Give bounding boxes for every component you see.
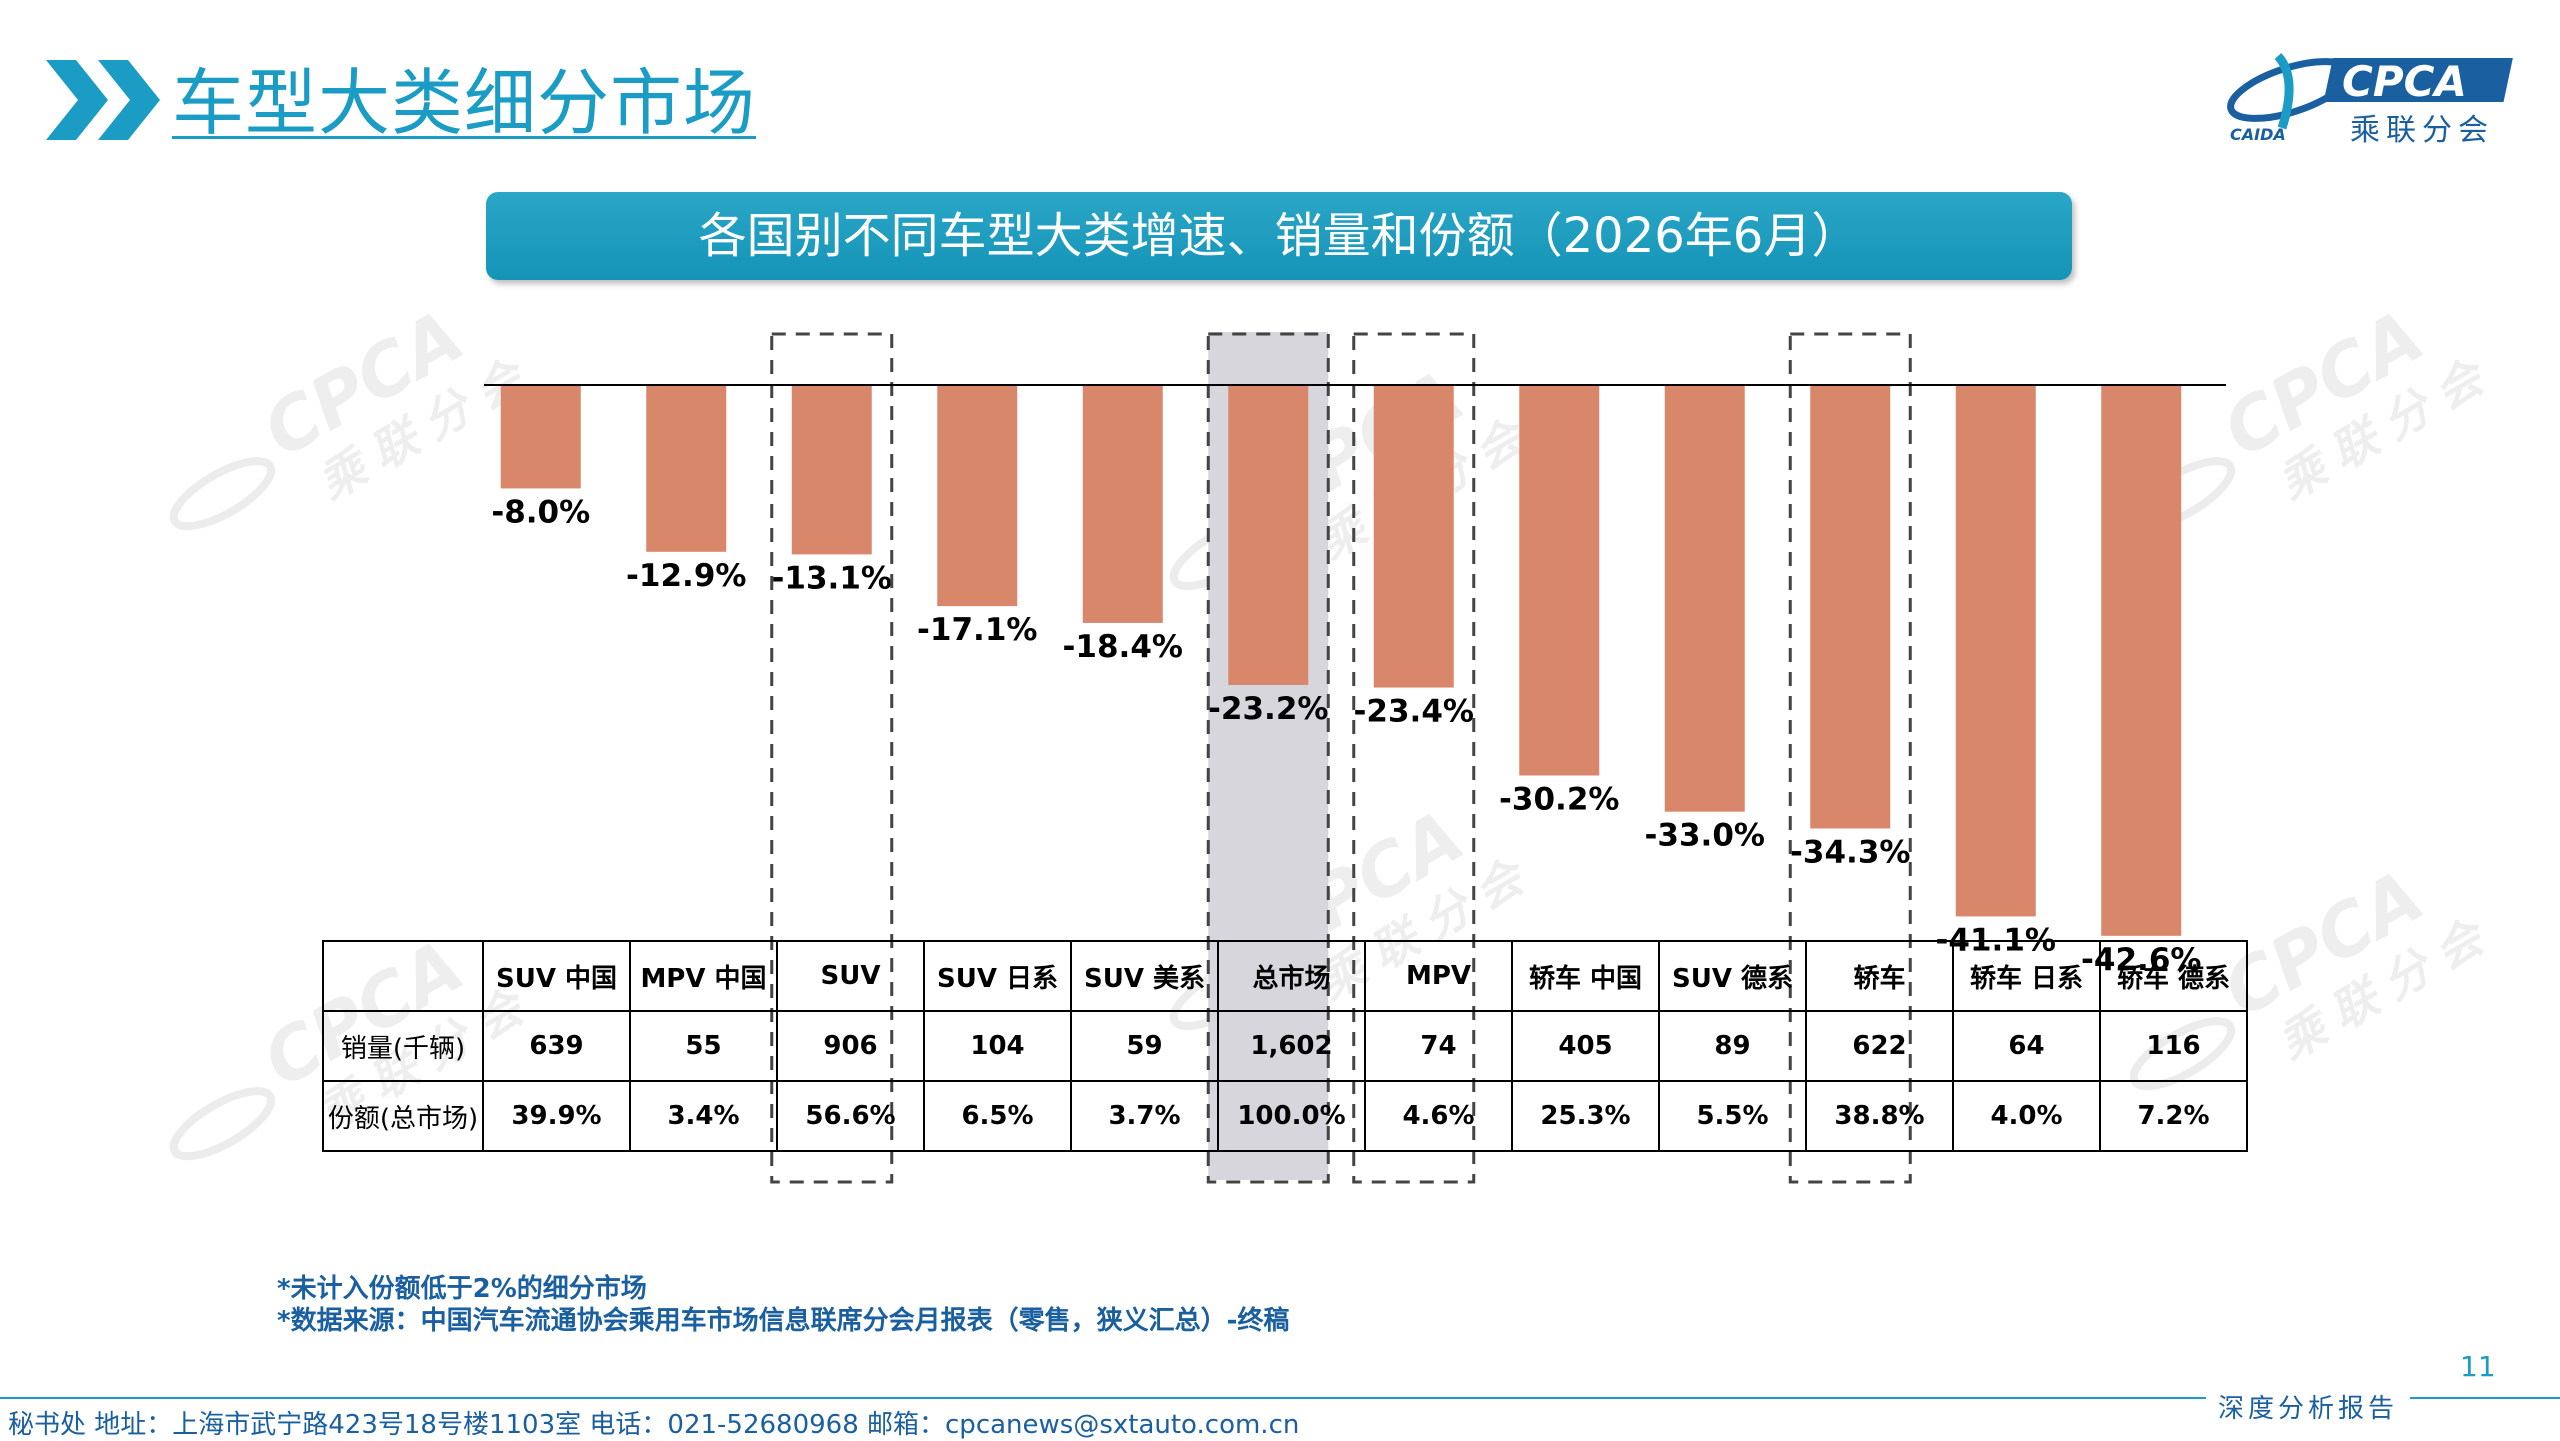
bar-value-label: -33.0% <box>1645 818 1765 854</box>
table-cell: 622 <box>1805 1010 1954 1082</box>
bar <box>1519 385 1600 776</box>
bar-value-label: -13.1% <box>772 560 892 596</box>
table-cell: 639 <box>482 1010 631 1082</box>
table-header-cell: MPV 中国 <box>629 940 778 1012</box>
table-cell: 116 <box>2099 1010 2248 1082</box>
bar <box>1664 385 1745 812</box>
bar <box>791 385 872 555</box>
footer-contact: 秘书处 地址：上海市武宁路423号18号楼1103室 电话：021-526809… <box>8 1410 1300 1440</box>
dashed-highlight-box <box>770 332 894 1184</box>
dashed-highlight-box <box>1352 332 1476 1184</box>
logo-mark-text: CAIDA <box>2230 125 2286 144</box>
dashed-highlight-box <box>1206 332 1330 1184</box>
table-header-cell: MPV <box>1364 940 1513 1012</box>
footnote-share: *未计入份额低于2%的细分市场 <box>277 1274 647 1304</box>
bar <box>1082 385 1163 623</box>
chevron-double-icon <box>46 60 160 140</box>
table-row: 销量(千辆) 639 55 906 104 59 1,602 74 405 89 622 64 116 <box>322 1010 2248 1082</box>
bar <box>1955 385 2036 917</box>
table-header-cell: 轿车 <box>1805 940 1954 1012</box>
table-header-cell: 轿车 中国 <box>1511 940 1660 1012</box>
table-cell: 4.6% <box>1364 1080 1513 1152</box>
table-cell: 25.3% <box>1511 1080 1660 1152</box>
table-cell: 59 <box>1070 1010 1219 1082</box>
table-cell: 3.4% <box>629 1080 778 1152</box>
table-cell: 906 <box>776 1010 925 1082</box>
logo-text: CPCA <box>2342 57 2467 106</box>
table-cell: 1,602 <box>1217 1010 1366 1082</box>
table-cell: 55 <box>629 1010 778 1082</box>
bar <box>937 385 1018 607</box>
cpca-logo: CAIDA CPCA 乘联分会 <box>2227 52 2513 148</box>
data-table: SUV 中国 MPV 中国 SUV SUV 日系 SUV 美系 总市场 MPV 轿车 中国 SU… <box>322 940 2248 1152</box>
bar <box>1373 385 1454 688</box>
table-row: 份额(总市场) 39.9% 3.4% 56.6% 6.5% 3.7% 100.0% 4.6% 2… <box>322 1080 2248 1152</box>
table-cell: 39.9% <box>482 1080 631 1152</box>
table-cell: 6.5% <box>923 1080 1072 1152</box>
bar-value-label: -17.1% <box>917 612 1037 648</box>
report-label: 深度分析报告 <box>2206 1388 2411 1425</box>
table-cell: 3.7% <box>1070 1080 1219 1152</box>
dashed-highlight-box <box>1788 332 1912 1184</box>
table-cell: 7.2% <box>2099 1080 2248 1152</box>
table-cell: 104 <box>923 1010 1072 1082</box>
logo-subtext: 乘联分会 <box>2350 113 2494 148</box>
footnote-source: *数据来源：中国汽车流通协会乘用车市场信息联席分会月报表（零售，狭义汇总）-终稿 <box>277 1306 1290 1336</box>
table-cell: 4.0% <box>1952 1080 2101 1152</box>
table-row-label: 销量(千辆) <box>322 1010 484 1082</box>
bar-value-label: -30.2% <box>1499 781 1619 817</box>
table-cell: 5.5% <box>1658 1080 1807 1152</box>
table-cell: 64 <box>1952 1010 2101 1082</box>
table-header-cell: SUV 美系 <box>1070 940 1219 1012</box>
bar <box>1810 385 1891 829</box>
table-corner-cell <box>322 940 484 1012</box>
table-header-cell: 轿车 日系 <box>1952 940 2101 1012</box>
table-header-row: SUV 中国 MPV 中国 SUV SUV 日系 SUV 美系 总市场 MPV 轿车 中国 SU… <box>322 940 2248 1012</box>
table-header-cell: SUV 中国 <box>482 940 631 1012</box>
bar-value-label: -8.0% <box>491 494 590 530</box>
bar-value-label: -34.3% <box>1790 834 1910 870</box>
bar-value-label: -18.4% <box>1063 629 1183 665</box>
table-header-cell: SUV <box>776 940 925 1012</box>
table-header-cell: 总市场 <box>1217 940 1366 1012</box>
bar-value-label: -23.2% <box>1208 691 1328 727</box>
bar <box>2101 385 2182 936</box>
table-cell: 100.0% <box>1217 1080 1366 1152</box>
table-header-cell: SUV 日系 <box>923 940 1072 1012</box>
bar-value-label: -12.9% <box>626 558 746 594</box>
page-number: 11 <box>2460 1350 2496 1383</box>
bar <box>500 385 581 489</box>
table-cell: 38.8% <box>1805 1080 1954 1152</box>
table-cell: 405 <box>1511 1010 1660 1082</box>
footer-divider <box>0 1397 2560 1399</box>
bar <box>646 385 727 552</box>
table-cell: 74 <box>1364 1010 1513 1082</box>
table-row-label: 份额(总市场) <box>322 1080 484 1152</box>
table-cell: 56.6% <box>776 1080 925 1152</box>
page-title: 车型大类细分市场 <box>172 61 757 145</box>
table-header-cell: SUV 德系 <box>1658 940 1807 1012</box>
bar <box>1228 385 1309 685</box>
chart-title-banner: 各国别不同车型大类增速、销量和份额（2026年6月） <box>486 192 2072 280</box>
table-header-cell: 轿车 德系 <box>2099 940 2248 1012</box>
table-cell: 89 <box>1658 1010 1807 1082</box>
bar-value-label: -23.4% <box>1354 694 1474 730</box>
